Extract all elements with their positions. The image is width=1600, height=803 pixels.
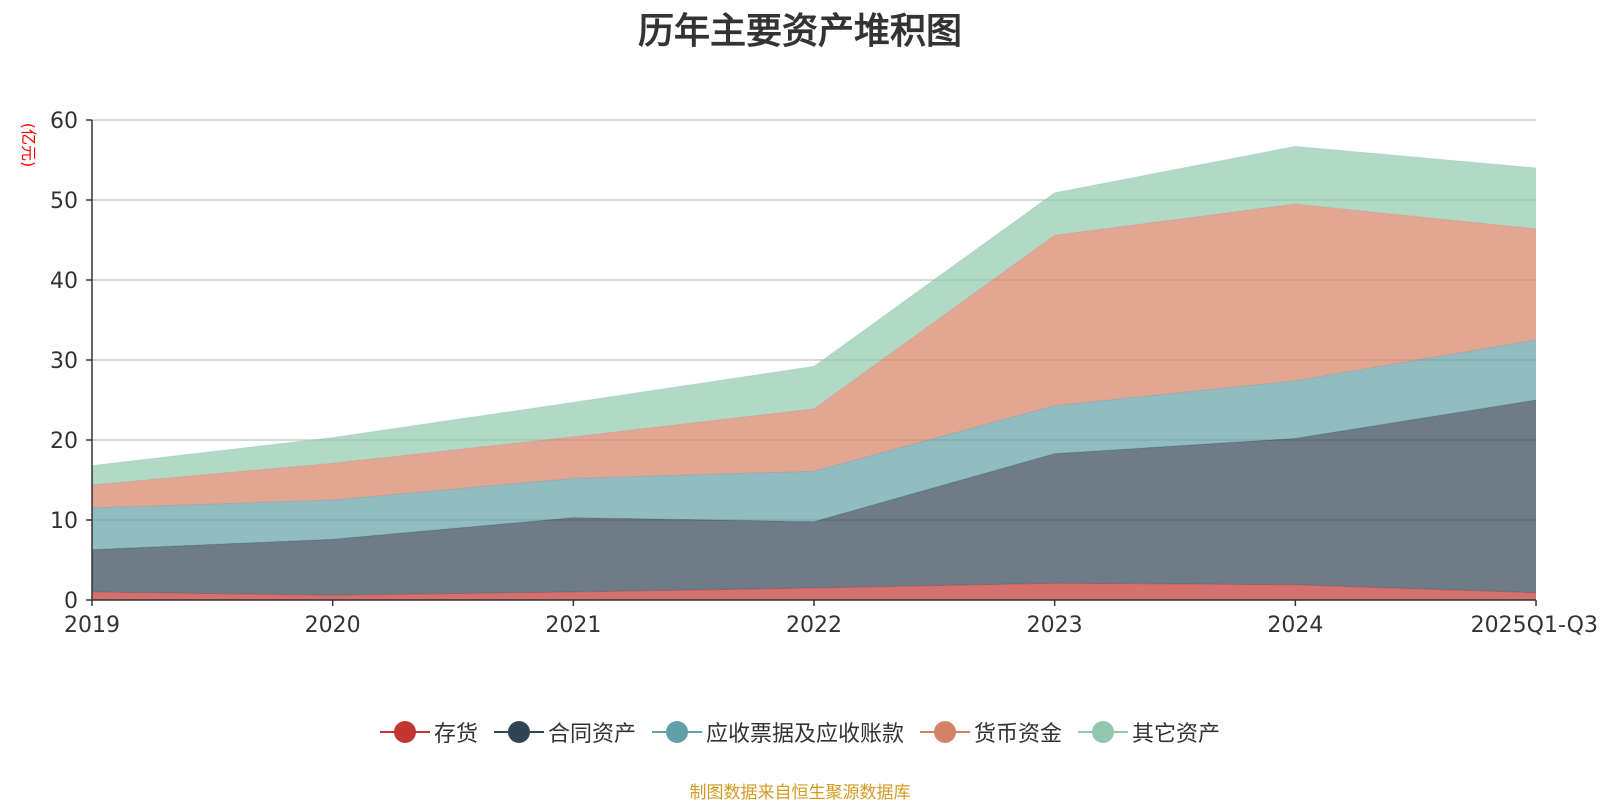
y-tick-label: 0 (64, 589, 78, 614)
y-tick-label: 20 (50, 429, 78, 454)
legend-label: 货币资金 (974, 722, 1063, 747)
legend-item[interactable]: 应收票据及应收账款 (651, 716, 904, 748)
legend-marker-icon (379, 721, 430, 743)
y-tick-label: 10 (50, 509, 78, 534)
data-point (1293, 144, 1297, 148)
x-tick-label: 2022 (786, 613, 842, 638)
data-point (331, 436, 335, 440)
area-series-1 (92, 400, 1536, 596)
legend-marker-icon (1078, 721, 1129, 743)
legend-label: 应收票据及应收账款 (705, 722, 904, 747)
x-tick-label: 2023 (1027, 613, 1083, 638)
legend-item[interactable]: 合同资产 (493, 716, 636, 748)
y-tick-label: 50 (50, 189, 78, 214)
legend-item[interactable]: 存货 (379, 716, 478, 748)
legend-marker-icon (651, 721, 702, 743)
data-point (1053, 191, 1057, 195)
legend-marker-icon (493, 721, 544, 743)
y-tick-label: 40 (50, 269, 78, 294)
legend-label: 存货 (433, 722, 478, 747)
x-tick-label: 2020 (305, 613, 361, 638)
legend-label: 合同资产 (547, 722, 636, 747)
source-footer: 制图数据来自恒生聚源数据库 (689, 783, 911, 803)
area-series-3 (92, 204, 1536, 508)
legend-item[interactable]: 货币资金 (920, 716, 1062, 748)
y-tick-label: 60 (50, 109, 78, 134)
x-tick-label: 2019 (64, 613, 120, 638)
legend-marker-icon (920, 721, 970, 743)
area-series-0 (92, 583, 1536, 600)
y-tick-label: 30 (50, 349, 78, 374)
legend: 存货 合同资产 应收票据及应收账款 货币资金 其它资产 (0, 716, 1600, 748)
x-tick-label: 2025Q1-Q3 (1471, 613, 1598, 638)
data-point (1534, 166, 1538, 170)
chart-title: 历年主要资产堆积图 (637, 11, 962, 52)
x-tick-label: 2021 (545, 613, 601, 638)
data-point (571, 400, 575, 404)
data-point (812, 364, 816, 368)
area-series-2 (92, 340, 1536, 550)
area-series-4 (92, 146, 1536, 485)
legend-item[interactable]: 其它资产 (1078, 716, 1220, 748)
x-tick-label: 2024 (1267, 613, 1323, 638)
legend-label: 其它资产 (1132, 722, 1221, 747)
series-line-4 (91, 145, 1537, 467)
